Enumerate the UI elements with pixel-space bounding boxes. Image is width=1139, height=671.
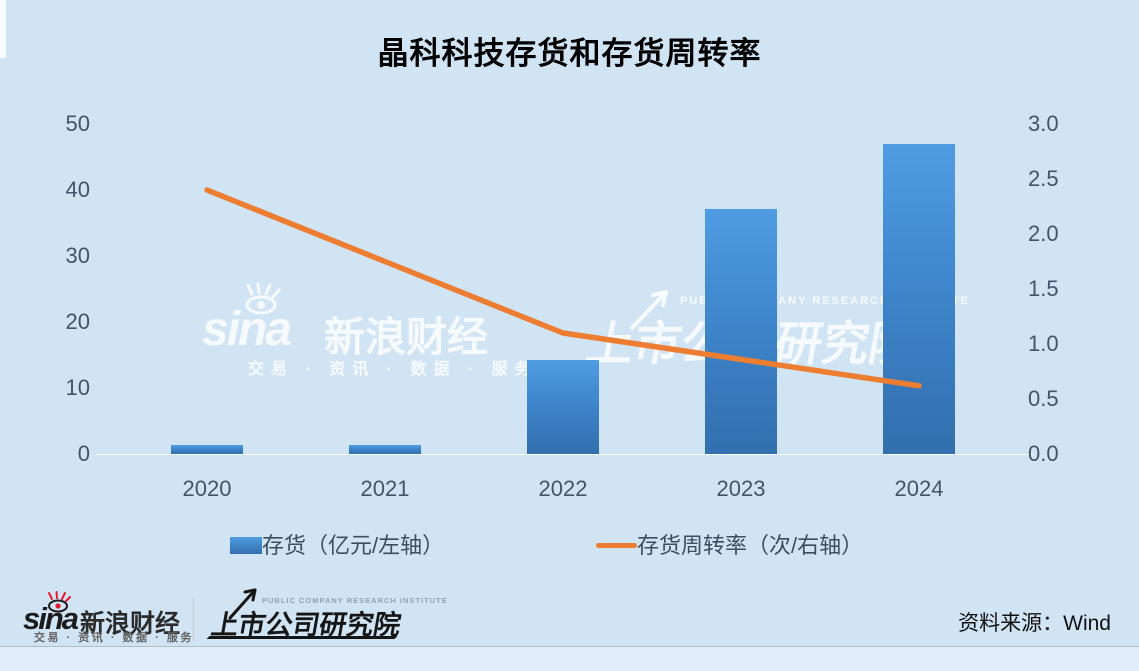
y-axis-left-tick: 20 xyxy=(65,309,90,334)
y-axis-left-tick: 10 xyxy=(65,375,90,400)
y-axis-left-tick: 50 xyxy=(65,111,90,136)
sina-tagline-watermark: 交易 · 资讯 · 数据 · 服务 xyxy=(248,361,538,378)
institute-en-label: PUBLIC COMPANY RESEARCH INSTITUTE xyxy=(262,596,448,605)
legend-bar-label: 存货（亿元/左轴） xyxy=(262,533,445,558)
y-axis-right-tick: 1.5 xyxy=(1028,276,1059,301)
data-source-label: 资料来源：Wind xyxy=(958,612,1111,635)
sina-wordmark: sina xyxy=(23,601,79,636)
sina-name: 新浪财经 xyxy=(80,610,181,638)
y-axis-right-tick: 1.0 xyxy=(1028,331,1059,356)
footer-bottom-strip xyxy=(0,647,1139,671)
y-axis-right-tick: 0.0 xyxy=(1028,441,1059,466)
institute-underline xyxy=(206,636,398,639)
sina-eye-icon xyxy=(48,591,71,613)
x-axis-label-2021: 2021 xyxy=(360,476,410,501)
y-axis-left-tick: 0 xyxy=(77,441,90,466)
bar-2020 xyxy=(171,444,243,454)
y-axis-left-tick: 40 xyxy=(65,177,90,202)
legend-bar-swatch xyxy=(230,536,262,554)
y-axis-left-tick: 30 xyxy=(65,243,90,268)
x-axis-label-2020: 2020 xyxy=(182,476,232,501)
y-axis-right-tick: 0.5 xyxy=(1028,386,1059,411)
footer-rule xyxy=(0,646,1139,647)
bar-2024 xyxy=(883,143,955,454)
chart-title: 晶科科技存货和存货周转率 xyxy=(377,36,762,71)
institute-arrow-icon xyxy=(228,588,257,620)
y-axis-right-tick: 2.5 xyxy=(1028,166,1059,191)
footer-divider xyxy=(193,597,194,641)
y-axis-right-tick: 3.0 xyxy=(1028,111,1059,136)
institute-arrow-watermark-icon xyxy=(630,290,668,330)
legend-line-swatch xyxy=(596,543,637,548)
y-axis-right-tick: 2.0 xyxy=(1028,221,1059,246)
legend-item-turnover: 存货周转率（次/右轴） xyxy=(596,528,863,560)
sina-wordmark-watermark: sina xyxy=(202,303,292,356)
watermark-divider xyxy=(0,0,6,58)
legend-item-inventory: 存货（亿元/左轴） xyxy=(230,528,444,560)
x-axis-label-2022: 2022 xyxy=(538,476,588,501)
legend-line-label: 存货周转率（次/右轴） xyxy=(637,533,864,558)
bar-2022 xyxy=(527,360,599,454)
sina-name-watermark: 新浪财经 xyxy=(324,314,488,360)
bar-2023 xyxy=(705,209,777,454)
x-axis-baseline xyxy=(96,454,1034,455)
bar-2021 xyxy=(349,444,421,454)
x-axis-label-2024: 2024 xyxy=(894,476,944,501)
x-axis-label-2023: 2023 xyxy=(716,476,766,501)
sina-tagline: 交易 · 资讯 · 数据 · 服务 xyxy=(34,632,194,644)
